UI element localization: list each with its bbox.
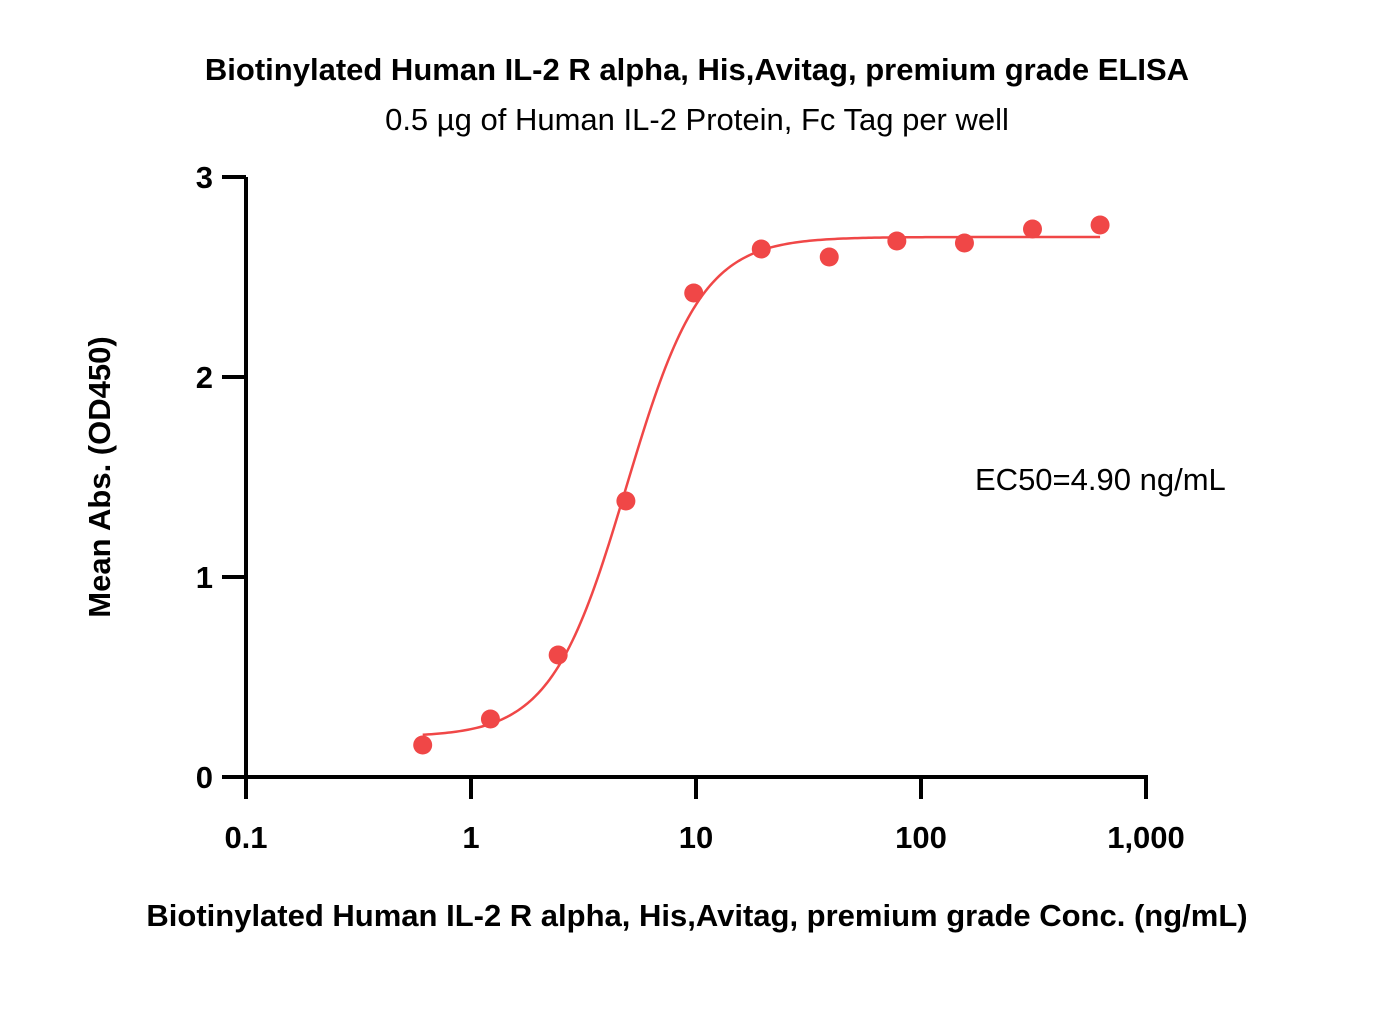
x-tick-label: 1	[462, 820, 479, 855]
y-axis-label: Mean Abs. (OD450)	[82, 336, 117, 617]
data-point	[751, 239, 771, 259]
y-tick-label: 1	[196, 560, 213, 595]
x-tick-label: 10	[679, 820, 713, 855]
x-tick-label: 1,000	[1107, 820, 1185, 855]
y-tick-label: 3	[196, 160, 213, 195]
data-point	[819, 247, 839, 267]
data-point	[1022, 219, 1042, 239]
y-tick-label: 2	[196, 360, 213, 395]
x-axis-label: Biotinylated Human IL-2 R alpha, His,Avi…	[146, 898, 1247, 933]
x-tick-label: 0.1	[224, 820, 267, 855]
data-point	[954, 233, 974, 253]
data-point	[480, 709, 500, 729]
chart-subtitle: 0.5 µg of Human IL-2 Protein, Fc Tag per…	[385, 102, 1009, 137]
y-tick-label: 0	[196, 760, 213, 795]
data-point	[548, 645, 568, 665]
data-point	[887, 231, 907, 251]
x-tick-label: 100	[895, 820, 947, 855]
ticks: 0.1 1 10 100 1,000 0 1 2 3	[196, 160, 1185, 855]
data-points	[413, 215, 1110, 755]
data-point	[616, 491, 636, 511]
data-point	[684, 283, 704, 303]
ec50-annotation: EC50=4.90 ng/mL	[975, 462, 1226, 497]
chart-title: Biotinylated Human IL-2 R alpha, His,Avi…	[205, 52, 1189, 87]
data-point	[1090, 215, 1110, 235]
data-point	[413, 735, 433, 755]
